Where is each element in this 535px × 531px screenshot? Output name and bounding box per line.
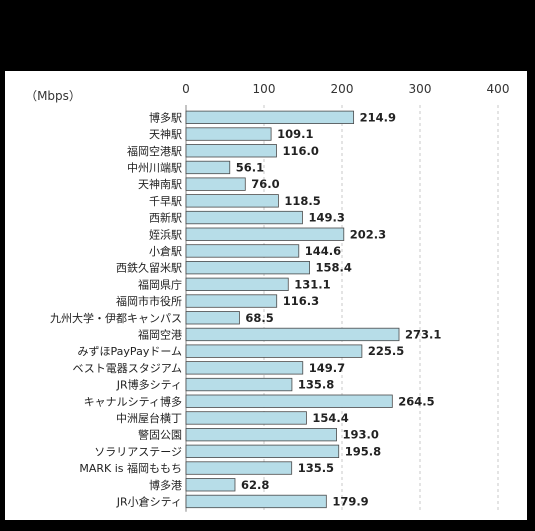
value-label: 158.4 [316,261,352,275]
value-label: 179.9 [332,494,368,508]
value-label: 68.5 [245,311,273,325]
category-label: ソラリアステージ [94,445,182,458]
value-labels: 214.9 109.1 116.0 56.1 76.0 118.5 149.3 202.3 14… [236,110,442,508]
category-label: JR博多シティ [116,378,182,392]
bar [185,444,340,459]
category-label: 天神南駅 [138,177,182,191]
gridlines [185,105,499,512]
value-label: 149.7 [309,361,345,375]
category-label: みずほPayPayドーム [78,345,182,358]
bar [185,327,400,342]
category-label: 福岡空港 [138,327,182,341]
chart-panel: （Mbps） 0 100 200 300 400 博多駅天神駅福岡空港駅中州川端駅天神南… [5,71,527,520]
category-label: 博多駅 [149,110,182,124]
category-label: 警固公園 [138,428,182,442]
value-label: 116.0 [282,144,318,158]
bar [185,311,240,325]
category-label: 福岡市市役所 [116,294,182,308]
bar [185,260,310,275]
x-tick-label: 100 [253,82,276,96]
value-label: 195.8 [345,444,381,458]
bar [185,277,289,292]
bar [185,210,303,225]
category-label: 西新駅 [149,211,182,225]
x-tick-label: 300 [409,82,432,96]
bar [185,377,293,392]
category-label: 博多港 [149,478,182,492]
category-label: 西鉄久留米駅 [116,261,182,275]
bar [185,127,272,141]
bar [185,494,327,509]
bar [185,427,337,442]
value-label: 214.9 [360,110,396,124]
value-label: 116.3 [283,294,319,308]
category-label: MARK is 福岡ももち [79,461,182,475]
bars [185,110,400,509]
bar [185,194,279,208]
bar [185,344,363,358]
bar-chart: （Mbps） 0 100 200 300 400 博多駅天神駅福岡空港駅中州川端駅天神南… [25,82,509,512]
bar [185,160,231,175]
bar [185,411,307,425]
category-label: 姪浜駅 [149,227,182,241]
value-label: 202.3 [350,227,386,241]
value-label: 135.8 [298,378,334,392]
category-label: 九州大学・伊都キャンパス [50,311,182,325]
bar [185,294,278,308]
category-label: 小倉駅 [149,244,182,258]
value-label: 193.0 [343,428,379,442]
value-label: 225.5 [368,344,404,358]
x-axis-ticks: 0 100 200 300 400 [182,82,509,96]
unit-label: （Mbps） [25,89,81,103]
value-label: 264.5 [398,394,434,408]
category-label: 天神駅 [149,127,182,141]
category-label: 中州川端駅 [127,161,182,174]
category-label: ベスト電器スタジアム [73,362,182,375]
value-label: 135.5 [298,461,334,475]
value-label: 154.4 [312,411,348,425]
bar [185,110,355,124]
x-tick-label: 400 [487,82,510,96]
category-label: キャナルシティ博多 [84,394,182,408]
value-label: 76.0 [251,177,279,191]
bar [185,177,246,191]
bar [185,478,236,492]
x-tick-label: 200 [331,82,354,96]
value-label: 109.1 [277,127,313,141]
bar [185,394,393,408]
x-tick-label: 0 [182,82,190,96]
bar [185,144,277,158]
value-label: 56.1 [236,160,264,174]
value-label: 118.5 [284,194,320,208]
value-label: 149.3 [308,211,344,225]
bar [185,227,345,241]
value-label: 144.6 [305,244,341,258]
value-label: 131.1 [294,277,330,291]
category-label: 福岡空港駅 [127,144,182,158]
category-label: 中洲屋台横丁 [116,411,182,425]
bar [185,361,304,375]
category-label: JR小倉シティ [116,494,182,508]
bar [185,461,293,475]
category-label: 千早駅 [149,195,182,208]
bar [185,244,300,258]
value-label: 273.1 [405,327,441,341]
category-label: 福岡県庁 [138,277,182,291]
category-labels: 博多駅天神駅福岡空港駅中州川端駅天神南駅千早駅西新駅姪浜駅小倉駅西鉄久留米駅福岡… [50,110,182,508]
value-label: 62.8 [241,478,269,492]
